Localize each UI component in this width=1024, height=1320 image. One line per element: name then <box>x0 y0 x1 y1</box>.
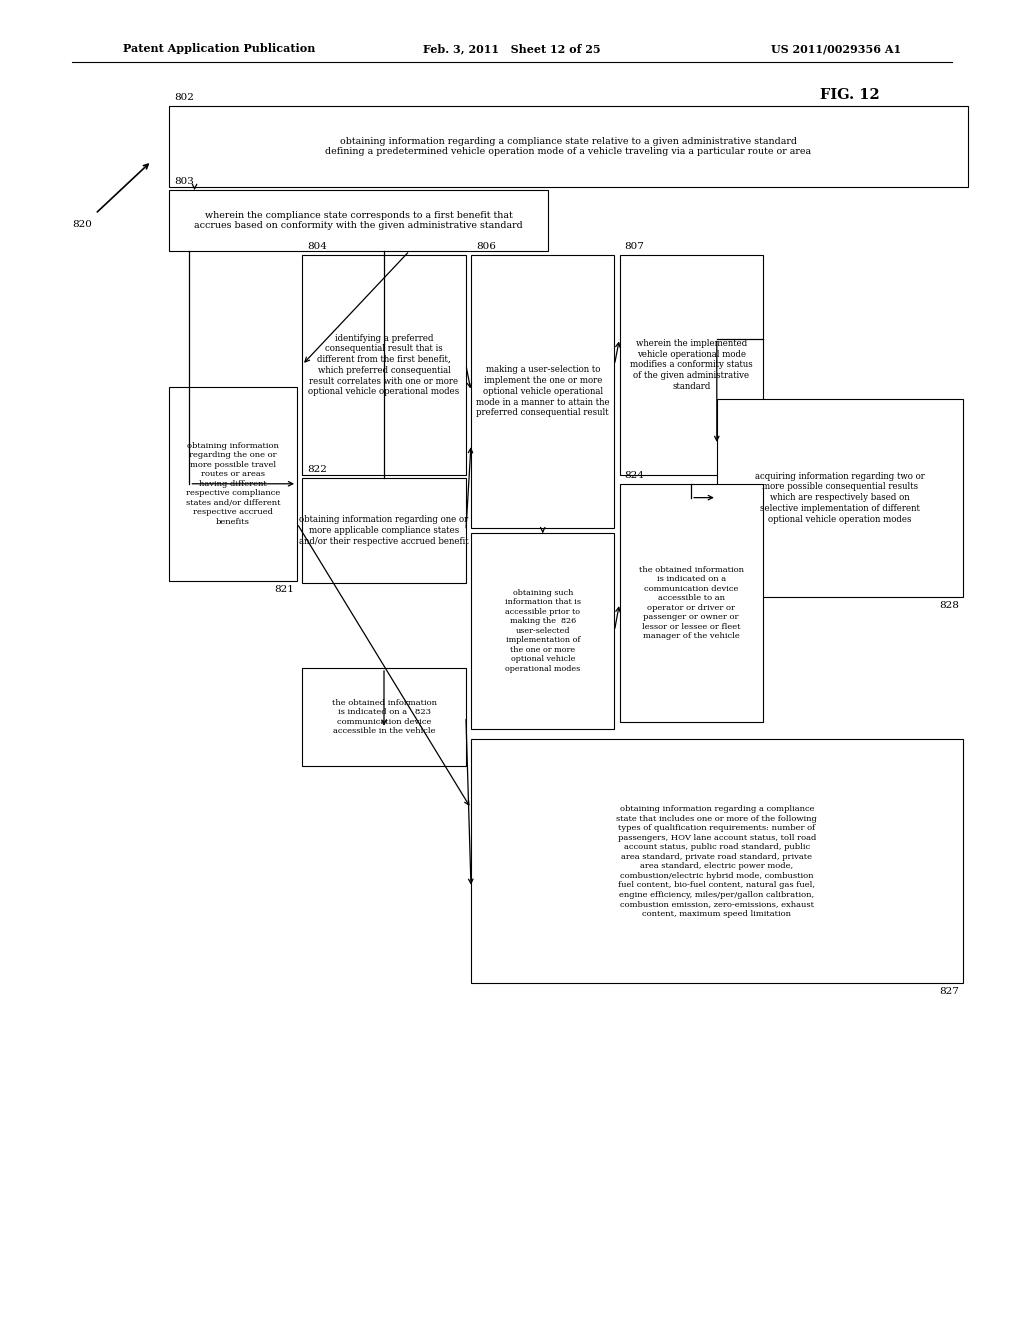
Text: wherein the implemented
vehicle operational mode
modifies a conformity status
of: wherein the implemented vehicle operatio… <box>630 339 753 391</box>
Text: obtaining information
regarding the one or
more possible travel
routes or areas
: obtaining information regarding the one … <box>185 442 281 525</box>
Text: 824: 824 <box>625 471 644 480</box>
Text: Patent Application Publication: Patent Application Publication <box>123 44 315 54</box>
Text: 822: 822 <box>307 465 327 474</box>
FancyBboxPatch shape <box>169 190 548 251</box>
Text: Feb. 3, 2011   Sheet 12 of 25: Feb. 3, 2011 Sheet 12 of 25 <box>423 44 601 54</box>
Text: identifying a preferred
consequential result that is
different from the first be: identifying a preferred consequential re… <box>308 334 460 396</box>
Text: 828: 828 <box>940 601 959 610</box>
Text: 807: 807 <box>625 242 644 251</box>
Text: the obtained information
is indicated on a   823
communication device
accessible: the obtained information is indicated on… <box>332 698 436 735</box>
Text: obtaining information regarding a compliance state relative to a given administr: obtaining information regarding a compli… <box>326 137 811 156</box>
FancyBboxPatch shape <box>471 533 614 729</box>
FancyBboxPatch shape <box>717 399 963 597</box>
Text: 802: 802 <box>174 92 194 102</box>
Text: FIG. 12: FIG. 12 <box>820 88 880 102</box>
FancyBboxPatch shape <box>302 255 466 475</box>
FancyBboxPatch shape <box>302 668 466 766</box>
Text: 827: 827 <box>940 987 959 997</box>
Text: US 2011/0029356 A1: US 2011/0029356 A1 <box>771 44 901 54</box>
Text: the obtained information
is indicated on a
communication device
accessible to an: the obtained information is indicated on… <box>639 566 743 640</box>
Text: wherein the compliance state corresponds to a first benefit that
accrues based o: wherein the compliance state corresponds… <box>194 211 523 230</box>
FancyBboxPatch shape <box>471 739 963 983</box>
Text: 804: 804 <box>307 242 327 251</box>
Text: 806: 806 <box>476 242 496 251</box>
Text: obtaining information regarding a compliance
state that includes one or more of : obtaining information regarding a compli… <box>616 805 817 917</box>
Text: making a user-selection to
implement the one or more
optional vehicle operationa: making a user-selection to implement the… <box>476 366 609 417</box>
FancyBboxPatch shape <box>302 478 466 583</box>
FancyBboxPatch shape <box>620 255 763 475</box>
Text: obtaining such
information that is
accessible prior to
making the  826
user-sele: obtaining such information that is acces… <box>505 589 581 673</box>
FancyBboxPatch shape <box>620 484 763 722</box>
Text: 803: 803 <box>174 177 194 186</box>
FancyBboxPatch shape <box>471 255 614 528</box>
Text: acquiring information regarding two or
more possible consequential results
which: acquiring information regarding two or m… <box>755 471 925 524</box>
FancyBboxPatch shape <box>169 106 968 187</box>
Text: 820: 820 <box>72 220 92 228</box>
Text: obtaining information regarding one or
more applicable compliance states
and/or : obtaining information regarding one or m… <box>299 515 469 546</box>
FancyBboxPatch shape <box>169 387 297 581</box>
Text: 821: 821 <box>274 585 294 594</box>
